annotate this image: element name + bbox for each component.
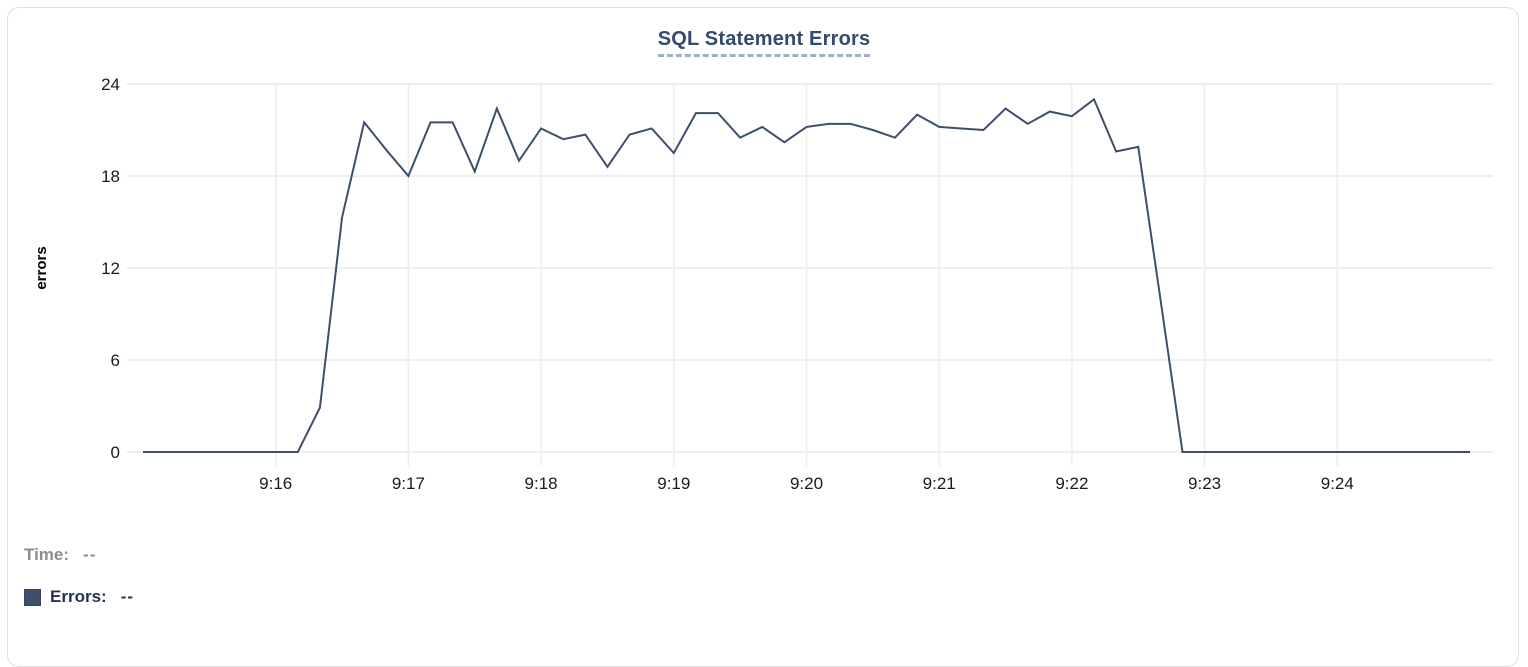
errors-series-swatch xyxy=(24,588,41,606)
svg-text:9:23: 9:23 xyxy=(1188,474,1221,493)
svg-text:9:20: 9:20 xyxy=(790,474,823,493)
svg-text:9:19: 9:19 xyxy=(657,474,690,493)
tooltip-errors-row: Errors: -- xyxy=(24,587,134,607)
svg-text:12: 12 xyxy=(101,259,120,278)
svg-text:9:16: 9:16 xyxy=(259,474,292,493)
dashboard-page: { "card": { "title": "SQL Statement Erro… xyxy=(0,7,1528,667)
chart-title-row: SQL Statement Errors xyxy=(0,28,1528,57)
svg-text:9:17: 9:17 xyxy=(392,474,425,493)
svg-text:9:18: 9:18 xyxy=(525,474,558,493)
svg-text:24: 24 xyxy=(101,75,120,94)
tooltip-time-value: -- xyxy=(83,545,97,564)
errors-series-line xyxy=(143,97,1470,453)
svg-text:9:22: 9:22 xyxy=(1055,474,1088,493)
tooltip-errors-value: -- xyxy=(120,587,135,606)
svg-text:9:24: 9:24 xyxy=(1321,474,1354,493)
svg-text:9:21: 9:21 xyxy=(923,474,956,493)
x-tick-labels: 9:16 9:17 9:18 9:19 9:20 9:21 9:22 9:23 9:24 xyxy=(259,474,1354,493)
chart-card xyxy=(7,7,1519,667)
tooltip-time-label: Time: xyxy=(24,545,70,564)
chart-hover-area[interactable] xyxy=(143,84,1470,452)
svg-text:18: 18 xyxy=(101,167,120,186)
y-tick-labels: 0 6 12 18 24 xyxy=(101,75,120,462)
x-gridlines xyxy=(274,84,1339,466)
y-axis-label: errors xyxy=(33,246,50,289)
svg-text:6: 6 xyxy=(111,351,120,370)
tooltip-time-row: Time: -- xyxy=(24,545,96,565)
errors-line-chart: 0 6 12 18 24 9:16 9:17 9:18 9:19 9:20 9:21 9:22 9:23… xyxy=(33,75,1493,493)
tooltip-errors-label: Errors: xyxy=(50,587,107,606)
chart-title[interactable]: SQL Statement Errors xyxy=(657,28,871,57)
svg-text:0: 0 xyxy=(111,443,120,462)
